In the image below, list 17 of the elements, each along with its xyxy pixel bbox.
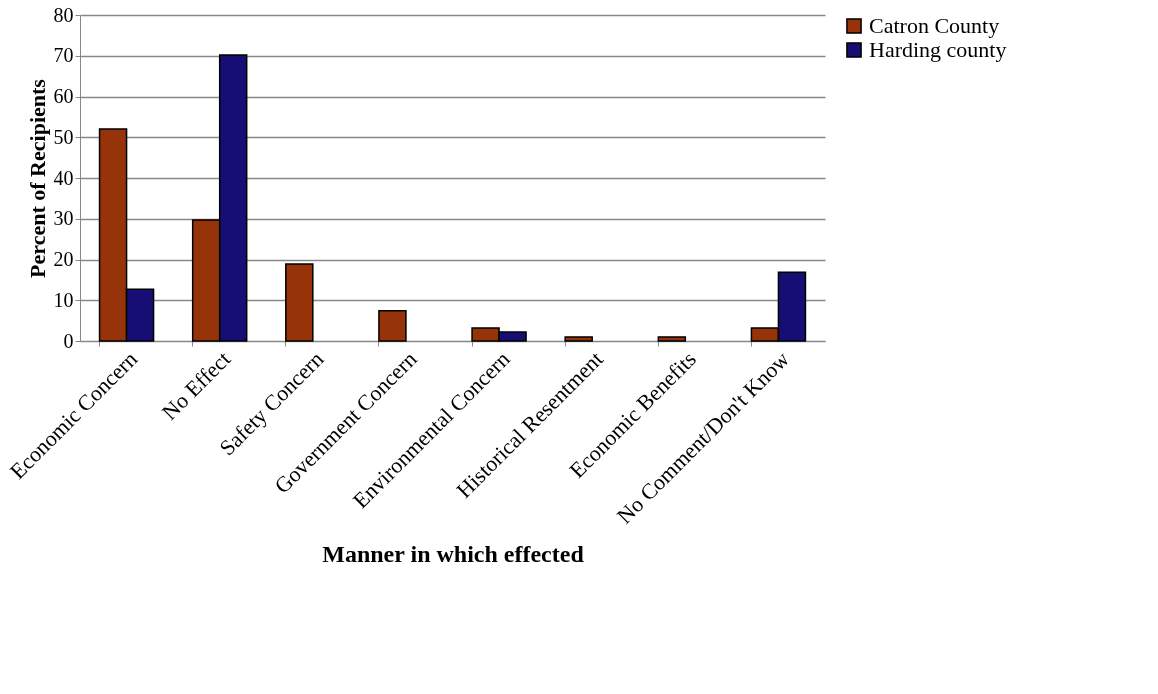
y-tick-label: 80 bbox=[53, 3, 74, 26]
y-tick-label: 60 bbox=[53, 85, 74, 107]
y-axis-title: Percent of Recipients bbox=[24, 78, 50, 278]
y-tick-label: 50 bbox=[53, 125, 74, 148]
y-tick-label: 0 bbox=[63, 329, 74, 352]
y-tick-label: 70 bbox=[53, 44, 74, 67]
legend-label: Catron County bbox=[869, 13, 1000, 38]
y-tick-label: 40 bbox=[53, 166, 74, 189]
bar bbox=[285, 263, 314, 342]
bar bbox=[564, 336, 593, 342]
bar bbox=[378, 310, 407, 342]
x-axis-title: Manner in which effected bbox=[322, 540, 585, 567]
y-tick-label: 20 bbox=[53, 248, 74, 270]
legend-label: Harding county bbox=[869, 37, 1007, 62]
y-tick-label: 10 bbox=[53, 288, 74, 311]
bar bbox=[657, 336, 687, 342]
y-tick-label: 30 bbox=[53, 207, 74, 230]
